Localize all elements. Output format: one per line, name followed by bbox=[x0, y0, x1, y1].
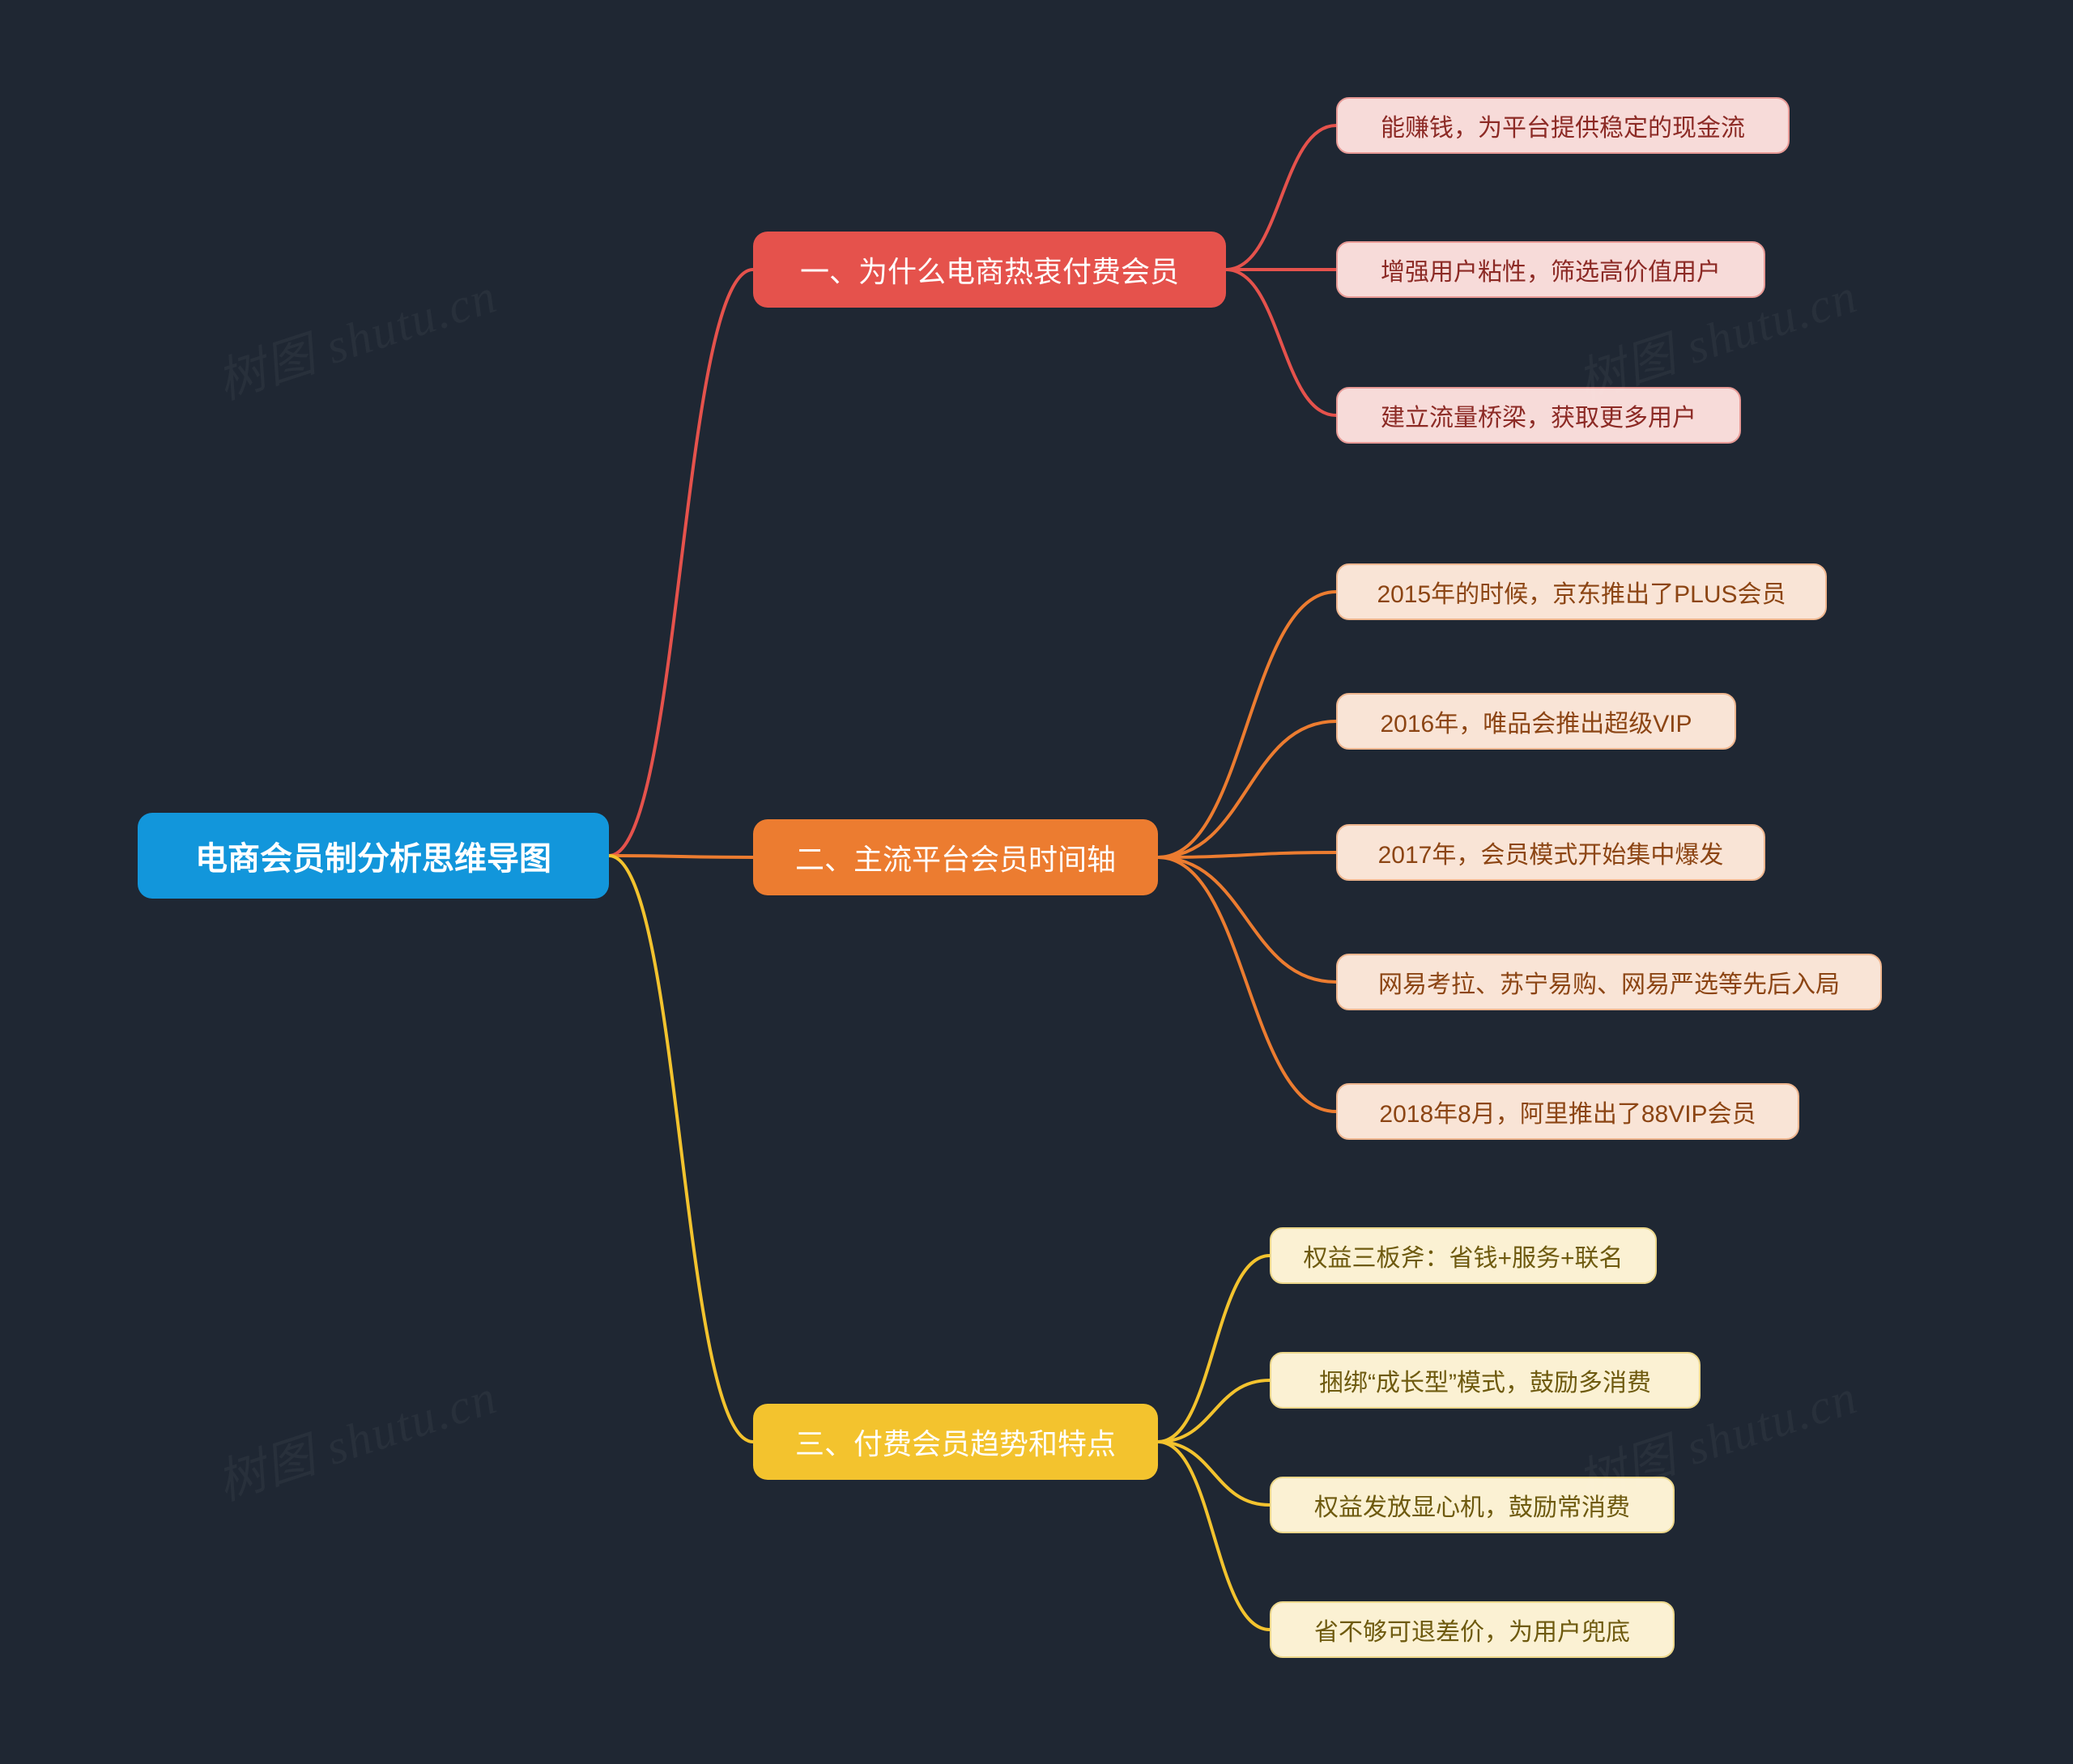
leaf-node-2-1: 2015年的时候，京东推出了PLUS会员 bbox=[1336, 563, 1827, 620]
root-node: 电商会员制分析思维导图 bbox=[138, 813, 609, 899]
leaf-node-1-3: 建立流量桥梁，获取更多用户 bbox=[1336, 387, 1741, 444]
leaf-node-3-2: 捆绑“成长型”模式，鼓励多消费 bbox=[1270, 1352, 1701, 1409]
leaf-node-1-2: 增强用户粘性，筛选高价值用户 bbox=[1336, 241, 1765, 298]
leaf-node-2-2: 2016年，唯品会推出超级VIP bbox=[1336, 693, 1736, 750]
branch-node-1: 一、为什么电商热衷付费会员 bbox=[753, 232, 1226, 308]
leaf-node-3-4: 省不够可退差价，为用户兜底 bbox=[1270, 1601, 1675, 1658]
leaf-node-2-5: 2018年8月，阿里推出了88VIP会员 bbox=[1336, 1083, 1799, 1140]
watermark: 树图 shutu.cn bbox=[206, 1358, 504, 1515]
leaf-node-3-1: 权益三板斧：省钱+服务+联名 bbox=[1270, 1227, 1657, 1284]
branch-node-3: 三、付费会员趋势和特点 bbox=[753, 1404, 1158, 1480]
leaf-node-2-4: 网易考拉、苏宁易购、网易严选等先后入局 bbox=[1336, 954, 1882, 1010]
branch-node-2: 二、主流平台会员时间轴 bbox=[753, 819, 1158, 895]
leaf-node-3-3: 权益发放显心机，鼓励常消费 bbox=[1270, 1477, 1675, 1533]
leaf-node-1-1: 能赚钱，为平台提供稳定的现金流 bbox=[1336, 97, 1790, 154]
leaf-node-2-3: 2017年，会员模式开始集中爆发 bbox=[1336, 824, 1765, 881]
watermark: 树图 shutu.cn bbox=[206, 257, 504, 414]
